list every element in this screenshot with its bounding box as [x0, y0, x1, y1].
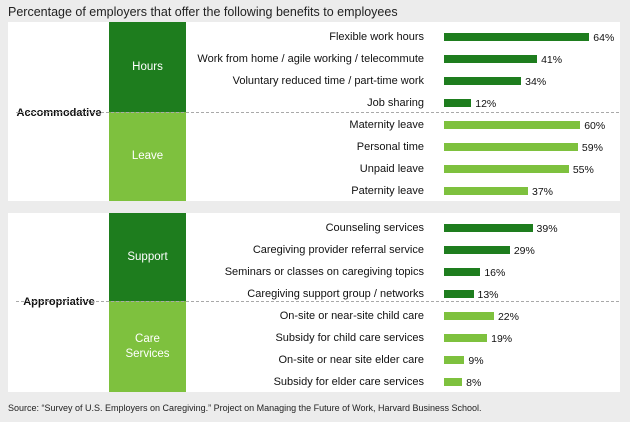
bar-value-label: 34% — [525, 76, 547, 88]
bar-value-label: 41% — [541, 54, 563, 66]
bar-label: Voluntary reduced time / part-time work — [232, 75, 424, 87]
bar-label: Work from home / agile working / telecom… — [197, 53, 424, 65]
bar — [444, 33, 590, 41]
bar-label: Caregiving provider referral service — [252, 244, 424, 256]
bar-label: Paternity leave — [351, 185, 424, 197]
bar-value-label: 22% — [497, 311, 519, 323]
bar-label: Counseling services — [325, 222, 424, 234]
bar-value-label: 16% — [484, 267, 506, 279]
bar — [444, 268, 481, 276]
bar-value-label: 12% — [475, 98, 497, 110]
category-care-services: Care Services — [109, 301, 186, 392]
bar-label: Flexible work hours — [329, 31, 424, 43]
bar — [444, 246, 510, 254]
category-label-care-services: Care Services — [125, 332, 170, 360]
chart-title: Percentage of employers that offer the f… — [8, 5, 398, 19]
bar-label: Caregiving support group / networks — [247, 288, 424, 300]
bar-label: Subsidy for child care services — [275, 332, 424, 344]
bar-label: Job sharing — [367, 97, 424, 109]
bar — [444, 290, 474, 298]
bar — [444, 378, 463, 386]
category-label-leave: Leave — [131, 150, 164, 162]
group-label-accommodative: Accommodative — [16, 107, 102, 119]
bar-label: Unpaid leave — [359, 163, 424, 175]
bar-value-label: 55% — [572, 164, 594, 176]
bar-value-label: 19% — [491, 333, 513, 345]
bar — [444, 55, 538, 63]
bar-value-label: 9% — [468, 355, 484, 367]
bar-value-label: 37% — [531, 186, 553, 198]
bar-label: On-site or near site elder care — [278, 354, 424, 366]
bar-value-label: 8% — [466, 377, 482, 389]
category-label-hours: Hours — [132, 60, 163, 73]
bar-value-label: 29% — [513, 245, 535, 257]
bar — [444, 224, 533, 232]
bar-value-label: 59% — [581, 142, 603, 154]
bar-label: Maternity leave — [349, 119, 424, 131]
bar-label: Subsidy for elder care services — [273, 376, 424, 388]
bar-label: On-site or near-site child care — [279, 310, 424, 322]
bar-value-label: 39% — [536, 223, 558, 235]
bar — [444, 356, 465, 364]
bar — [444, 187, 528, 195]
bar — [444, 165, 569, 173]
category-label-support: Support — [127, 250, 168, 263]
bar — [444, 143, 578, 151]
bar-label: Personal time — [356, 141, 424, 153]
bar — [444, 77, 522, 85]
accommodative-panel: Accommodative Hours Leave Flexible work … — [8, 22, 620, 201]
bar-label: Seminars or classes on caregiving topics — [224, 266, 424, 278]
bar-value-label: 13% — [477, 289, 499, 301]
bar — [444, 121, 581, 129]
bar — [444, 334, 488, 342]
category-hours: Hours — [109, 22, 186, 112]
appropriative-panel: Appropriative Support Care Services Coun… — [8, 213, 620, 392]
section-divider — [16, 112, 619, 113]
bar — [444, 312, 494, 320]
bar-value-label: 60% — [584, 120, 606, 132]
section-divider — [16, 301, 619, 302]
category-support: Support — [109, 213, 186, 301]
bar — [444, 99, 472, 107]
group-label-appropriative: Appropriative — [23, 296, 95, 308]
source-note: Source: “Survey of U.S. Employers on Car… — [8, 403, 482, 413]
category-leave: Leave — [109, 112, 186, 201]
bar-value-label: 64% — [593, 32, 615, 44]
